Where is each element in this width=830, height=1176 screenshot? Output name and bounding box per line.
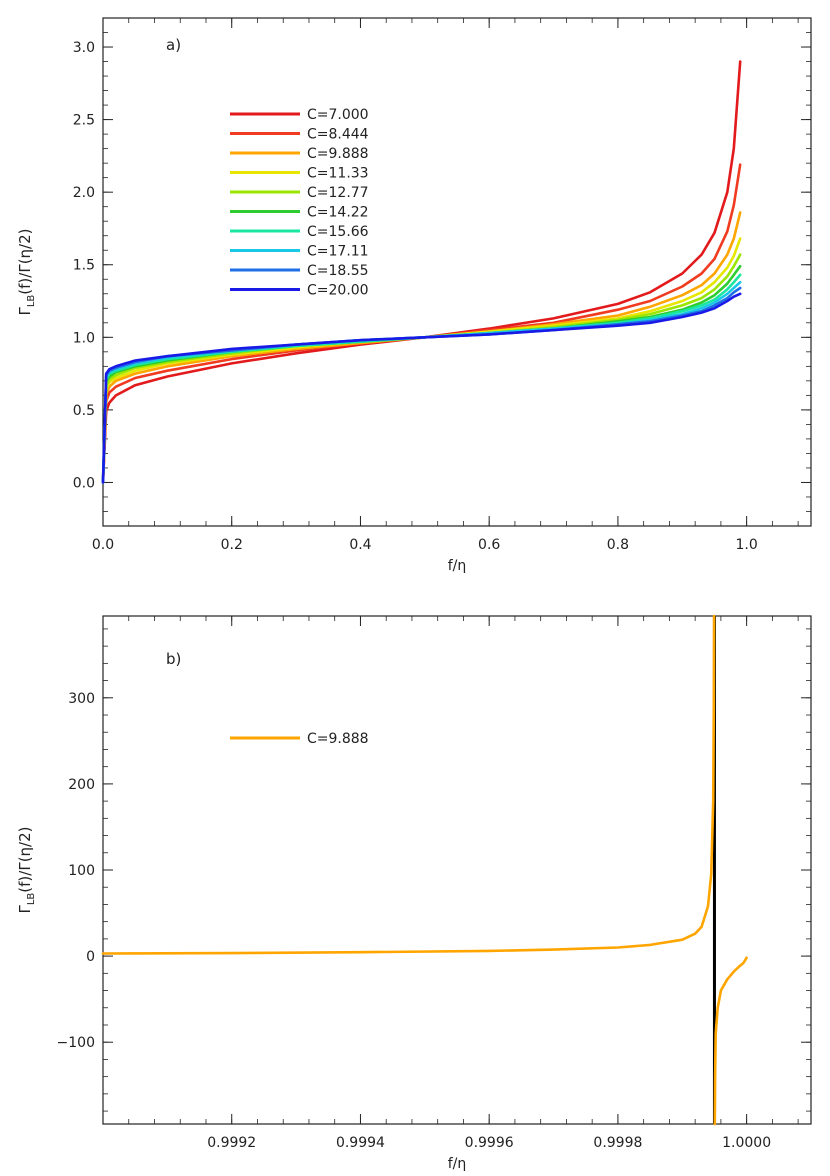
legend-label: C=20.00 (307, 283, 369, 299)
x-axis-label-a: f/η (448, 558, 467, 574)
x-axis-label-b: f/η (448, 1156, 467, 1172)
x-tick-label: 0.9992 (207, 1135, 256, 1151)
y-axis-label-a-rest: (f)/Γ(η/2) (16, 228, 34, 294)
y-axis-label-b-rest: (f)/Γ(η/2) (16, 826, 34, 892)
axis-ticks-a (102, 17, 811, 526)
legend-label: C=11.33 (307, 166, 369, 182)
x-tick-label: 0.9994 (336, 1135, 385, 1151)
panel-b: 0.9992 0.9994 0.9996 0.9998 1.0000 −100 0 100 20… (16, 614, 812, 1172)
x-tick-label: 1.0000 (722, 1135, 771, 1151)
y-tick-label: 200 (68, 777, 95, 793)
x-tick-label: 0.9996 (465, 1135, 514, 1151)
legend-label: C=9.888 (307, 731, 369, 747)
axis-ticks-b (103, 616, 811, 1124)
legend-label: C=9.888 (307, 146, 369, 162)
y-tick-label: 2.5 (73, 113, 95, 129)
panel-label-b: b) (166, 650, 181, 668)
legend-label: C=18.55 (307, 263, 369, 279)
series-line (101, 253, 742, 484)
legend-label: C=14.22 (307, 205, 369, 221)
x-tick-label: 0.9998 (593, 1135, 642, 1151)
y-axis-label-a: ΓLB(f)/Γ(η/2) (16, 228, 37, 315)
y-tick-label: 100 (68, 863, 95, 879)
x-tick-label: 0.0 (92, 537, 114, 553)
legend-label: C=15.66 (307, 224, 369, 240)
legend-label: C=17.11 (307, 244, 369, 260)
panel-a: 0.0 0.2 0.4 0.6 0.8 1.00.00.51.01.52.02.53.0 … (16, 17, 812, 574)
panel-label-a: a) (166, 36, 181, 54)
series-line (101, 614, 716, 955)
series-lines-b (101, 614, 748, 1126)
y-tick-label: 0 (86, 949, 95, 965)
tick-labels-b: 0.9992 0.9994 0.9996 0.9998 1.0000 −100 0 100 20… (57, 691, 772, 1151)
plot-frame-a (102, 17, 812, 527)
series-line (101, 264, 742, 484)
y-tick-label: 300 (68, 691, 95, 707)
legend-a: C=7.000 C=8.444 C=9.888 C=11.33 C=12.77 C=14.… (230, 107, 369, 299)
y-axis-label-b-sub: LB (26, 893, 37, 906)
series-line (101, 292, 742, 484)
legend-b: C=9.888 (230, 731, 369, 747)
y-tick-label: 3.0 (73, 40, 95, 56)
legend-label: C=8.444 (307, 127, 369, 143)
plot-frame-b (102, 615, 812, 1125)
x-tick-label: 0.6 (478, 537, 500, 553)
y-axis-label-b-main: Γ (16, 905, 34, 914)
y-tick-label: 0.0 (73, 475, 95, 491)
x-tick-label: 1.0 (736, 537, 758, 553)
series-line (101, 273, 742, 484)
tick-labels-a: 0.0 0.2 0.4 0.6 0.8 1.0 0.0 0.5 1.0 1.5 2.0 2.5 3.0 (73, 40, 758, 553)
legend-label: C=7.000 (307, 107, 369, 123)
y-tick-label: 1.0 (73, 330, 95, 346)
x-tick-label: 0.4 (349, 537, 371, 553)
series-lines-a (101, 60, 742, 484)
legend-label: C=12.77 (307, 185, 369, 201)
x-tick-label: 0.8 (607, 537, 629, 553)
y-tick-label: 0.5 (73, 403, 95, 419)
series-line (101, 211, 742, 484)
y-tick-label: 2.0 (73, 185, 95, 201)
y-axis-label-b: ΓLB(f)/Γ(η/2) (16, 826, 37, 913)
y-tick-label: 1.5 (73, 258, 95, 274)
y-axis-label-a-main: Γ (16, 307, 34, 316)
y-axis-label-a-sub: LB (26, 295, 37, 308)
series-line (713, 956, 748, 1126)
y-tick-label: −100 (57, 1035, 95, 1051)
series-line (101, 60, 742, 484)
x-tick-label: 0.2 (221, 537, 243, 553)
